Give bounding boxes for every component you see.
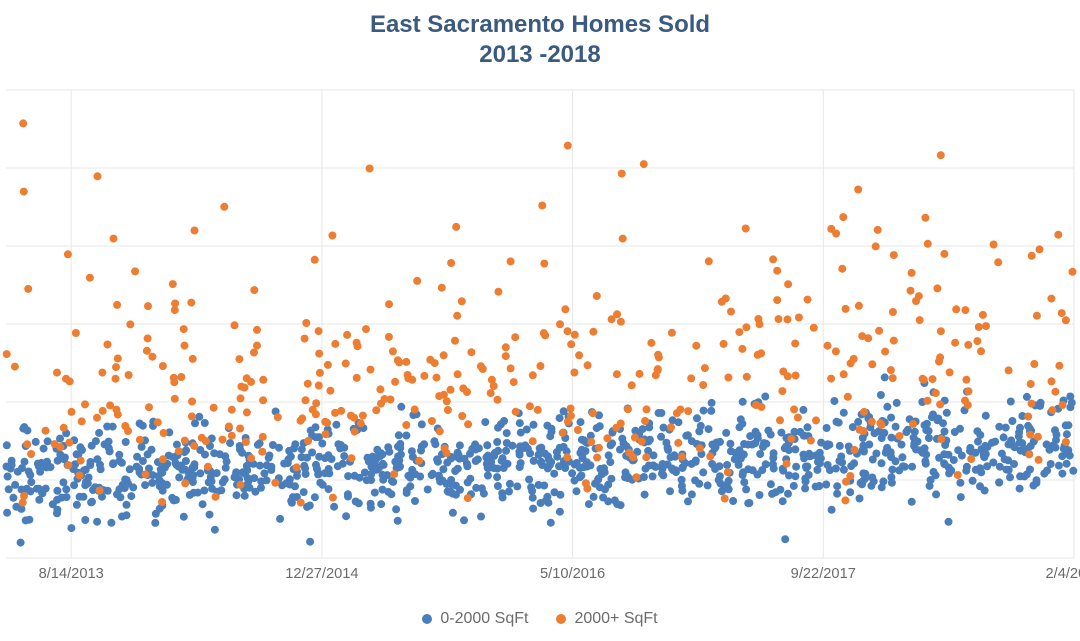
chart-title-line1: East Sacramento Homes Sold <box>370 11 710 38</box>
x-axis-ticks: 8/14/2013 12/27/2014 5/10/2016 9/22/2017… <box>0 566 1080 586</box>
scatter-plot <box>0 0 1080 641</box>
chart-container: East Sacramento Homes Sold 2013 -2018 8/… <box>0 0 1080 641</box>
legend-label: 2000+ SqFt <box>574 610 657 628</box>
x-tick-label: 9/22/2017 <box>791 566 856 582</box>
x-tick-label: 5/10/2016 <box>540 566 605 582</box>
x-tick-label: 2/4/2019 <box>1045 566 1080 582</box>
x-tick-label: 8/14/2013 <box>39 566 104 582</box>
legend-item-series1: 0-2000 SqFt <box>422 610 528 628</box>
x-tick-label: 12/27/2014 <box>285 566 358 582</box>
legend: 0-2000 SqFt 2000+ SqFt <box>0 610 1080 628</box>
chart-title: East Sacramento Homes Sold 2013 -2018 <box>0 10 1080 70</box>
legend-dot-icon <box>422 614 432 624</box>
legend-item-series2: 2000+ SqFt <box>556 610 657 628</box>
chart-title-line2: 2013 -2018 <box>479 41 600 68</box>
legend-label: 0-2000 SqFt <box>440 610 528 628</box>
legend-dot-icon <box>556 614 566 624</box>
